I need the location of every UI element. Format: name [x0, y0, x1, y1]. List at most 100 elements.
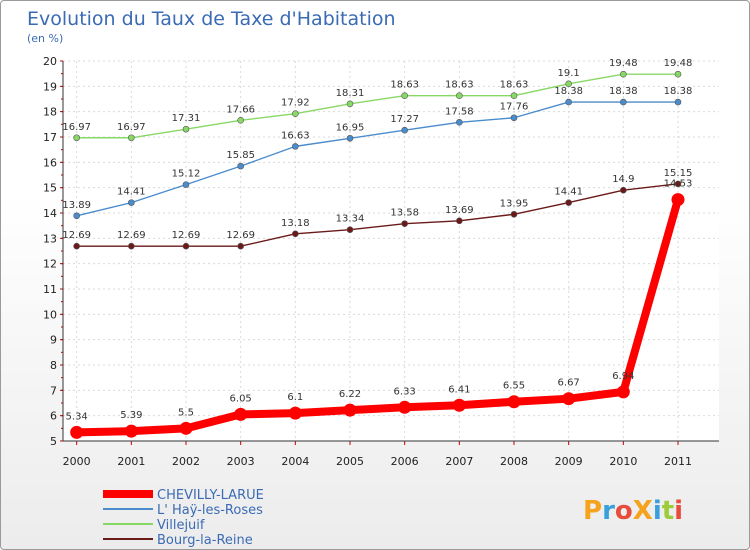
x-tick-label: 2005	[336, 455, 364, 468]
data-label: 6.67	[558, 378, 580, 389]
data-label: 6.41	[448, 384, 470, 395]
x-tick-label: 2009	[555, 455, 583, 468]
data-point	[288, 406, 302, 420]
data-label: 6.94	[612, 371, 634, 382]
data-label: 5.34	[66, 411, 88, 422]
data-point	[620, 98, 627, 106]
data-label: 13.95	[500, 198, 529, 209]
axes: 5 6 7 8 9 10 11 12 13 14 15 16 17 18 19 20 2000 2001 2002 2…	[43, 55, 719, 468]
legend-label: L' Haÿ-les-Roses	[157, 503, 263, 518]
data-point	[565, 98, 572, 106]
data-label: 16.63	[281, 130, 310, 141]
series-line	[76, 198, 682, 437]
logo-text: ProXiti	[583, 496, 683, 526]
data-point	[128, 199, 135, 206]
data-point	[346, 226, 354, 234]
data-point	[456, 92, 463, 100]
x-tick-label: 2011	[664, 455, 692, 468]
data-point	[620, 186, 627, 194]
data-label: 15.12	[172, 169, 201, 180]
data-label: 12.69	[172, 230, 201, 241]
data-point	[565, 199, 572, 206]
data-label: 17.76	[500, 102, 529, 113]
data-point	[70, 425, 84, 439]
data-point	[452, 398, 466, 412]
plot-area	[63, 61, 719, 441]
data-label: 15.85	[226, 150, 255, 161]
series-3: 12.69 12.69 12.69 12.69 13.18 13.34 13.58 13.69…	[62, 168, 693, 250]
series-0: 5.34 5.39 5.5 6.05 6.1 6.22 6.33 6.41 6.55 6.67 6.…	[66, 179, 692, 439]
series-line	[76, 101, 678, 217]
x-tick-label: 2004	[281, 455, 309, 468]
y-tick-label: 10	[43, 308, 57, 321]
y-tick-label: 8	[50, 359, 57, 372]
data-label: 17.27	[390, 114, 419, 125]
data-point	[674, 98, 682, 106]
data-point	[401, 126, 408, 134]
data-label: 14.41	[117, 187, 146, 198]
data-label: 12.69	[226, 230, 255, 241]
data-point	[182, 242, 190, 250]
y-tick-label: 17	[43, 131, 57, 144]
data-point	[401, 92, 408, 100]
y-tick-label: 13	[43, 232, 57, 245]
x-tick-label: 2008	[500, 455, 528, 468]
data-point	[671, 193, 685, 207]
data-point	[398, 400, 412, 414]
y-tick-label: 9	[50, 334, 57, 347]
y-tick-label: 7	[50, 384, 57, 397]
legend-item: Villejuif	[103, 518, 205, 533]
data-label: 17.58	[445, 106, 474, 117]
data-label: 18.31	[336, 88, 365, 99]
data-point	[401, 220, 408, 227]
x-tick-label: 2001	[117, 455, 145, 468]
data-label: 18.38	[664, 86, 693, 97]
x-tick-label: 2002	[172, 455, 200, 468]
data-point	[620, 70, 627, 78]
data-label: 18.63	[390, 80, 419, 91]
data-point	[182, 181, 190, 188]
legend-label: Bourg-la-Reine	[157, 533, 253, 548]
data-label: 6.05	[230, 393, 252, 404]
data-point	[510, 114, 518, 122]
data-label: 12.69	[62, 230, 91, 241]
data-point	[616, 385, 630, 399]
data-point	[73, 242, 80, 250]
chart-title: Evolution du Taux de Taxe d'Habitation	[27, 8, 396, 30]
data-label: 6.55	[503, 381, 525, 392]
proxiti-logo: ProXiti	[583, 496, 683, 526]
data-label: 15.15	[664, 168, 693, 179]
data-label: 18.38	[609, 86, 638, 97]
series-1: 13.89 14.41 15.12 15.85 16.63 16.95 17.27 17.58…	[62, 86, 693, 220]
data-label: 14.41	[554, 187, 583, 198]
y-tick-label: 5	[50, 435, 57, 448]
data-label: 13.69	[445, 205, 474, 216]
data-point	[510, 210, 518, 218]
y-tick-label: 15	[43, 182, 57, 195]
data-point	[128, 242, 135, 250]
y-tick-label: 11	[43, 283, 57, 296]
data-point	[565, 80, 572, 88]
data-label: 6.22	[339, 389, 361, 400]
data-label: 16.97	[117, 122, 146, 133]
data-point	[73, 134, 80, 142]
data-point	[562, 392, 576, 406]
data-point	[510, 92, 518, 100]
legend-item: Bourg-la-Reine	[103, 533, 253, 548]
data-point	[674, 70, 682, 78]
series-layer: 13.89 14.41 15.12 15.85 16.63 16.95 17.27 17.58…	[62, 58, 692, 439]
y-tick-label: 19	[43, 80, 57, 93]
data-label: 17.92	[281, 98, 310, 109]
data-point	[128, 134, 135, 142]
data-point	[674, 180, 682, 188]
data-label: 17.31	[172, 113, 201, 124]
legend-label: CHEVILLY-LARUE	[157, 488, 264, 503]
data-point	[456, 217, 463, 225]
x-tick-label: 2010	[609, 455, 637, 468]
data-label: 13.89	[62, 200, 91, 211]
data-point	[456, 119, 463, 126]
data-label: 5.5	[178, 407, 194, 418]
